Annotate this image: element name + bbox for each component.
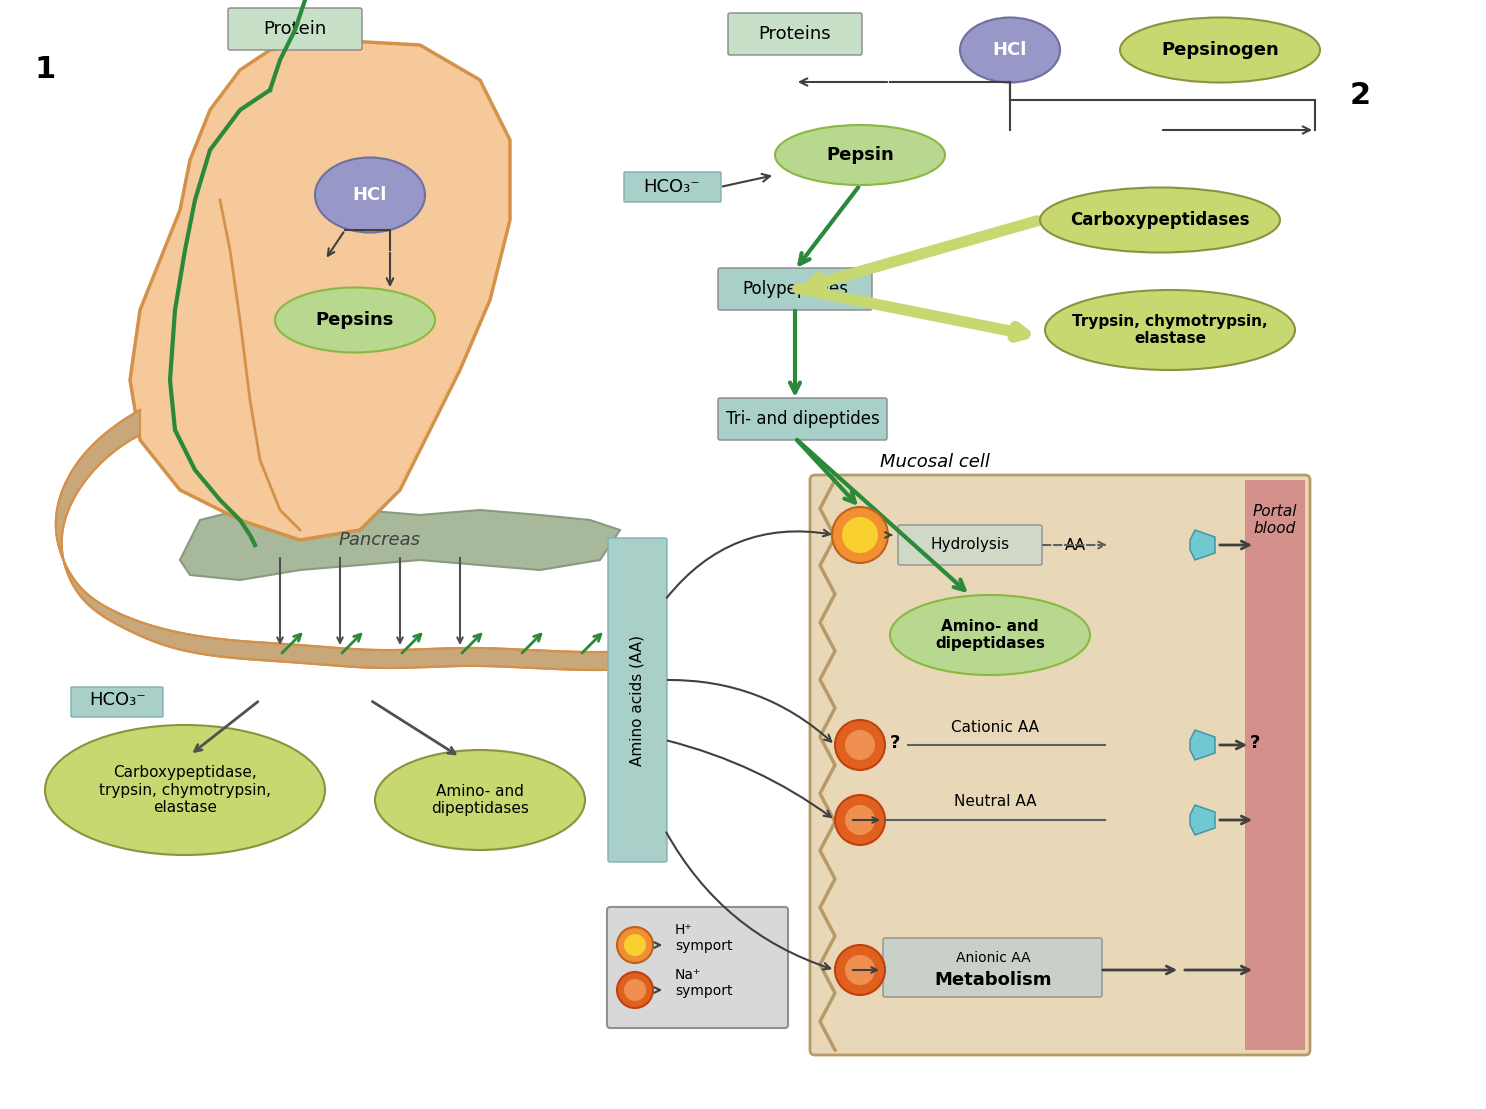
Text: Tri- and dipeptides: Tri- and dipeptides [725, 410, 880, 428]
Ellipse shape [315, 157, 425, 233]
Circle shape [846, 805, 875, 835]
Circle shape [832, 507, 889, 563]
FancyBboxPatch shape [227, 8, 363, 50]
Ellipse shape [45, 725, 325, 855]
FancyBboxPatch shape [606, 907, 788, 1028]
Ellipse shape [374, 750, 585, 849]
Text: Pancreas: Pancreas [339, 531, 421, 549]
FancyBboxPatch shape [728, 13, 862, 55]
Polygon shape [1190, 805, 1216, 835]
Text: Metabolism: Metabolism [935, 971, 1052, 989]
Text: Pepsinogen: Pepsinogen [1161, 41, 1279, 59]
Ellipse shape [1120, 18, 1320, 82]
Polygon shape [1190, 730, 1216, 760]
Text: HCl: HCl [352, 186, 388, 204]
Text: ?: ? [1250, 734, 1260, 752]
Text: ?: ? [890, 734, 901, 752]
Polygon shape [56, 410, 645, 670]
Ellipse shape [776, 125, 945, 185]
Ellipse shape [1040, 187, 1279, 253]
Circle shape [835, 720, 886, 770]
FancyBboxPatch shape [1245, 480, 1305, 1050]
Circle shape [846, 955, 875, 985]
FancyBboxPatch shape [71, 686, 163, 718]
Text: Mucosal cell: Mucosal cell [880, 452, 990, 471]
Ellipse shape [275, 287, 435, 353]
Circle shape [624, 979, 646, 1001]
FancyBboxPatch shape [898, 525, 1042, 564]
Text: H⁺
symport: H⁺ symport [675, 923, 733, 953]
Text: HCO₃⁻: HCO₃⁻ [89, 691, 147, 709]
Text: Proteins: Proteins [759, 26, 831, 43]
Text: Polypeptides: Polypeptides [742, 279, 849, 298]
Ellipse shape [960, 18, 1060, 82]
Circle shape [843, 517, 878, 553]
Text: Carboxypeptidase,
trypsin, chymotrypsin,
elastase: Carboxypeptidase, trypsin, chymotrypsin,… [100, 765, 270, 815]
Text: 1: 1 [36, 55, 56, 84]
Text: HCl: HCl [993, 41, 1027, 59]
FancyBboxPatch shape [810, 475, 1311, 1055]
Ellipse shape [1045, 289, 1294, 370]
Text: Anionic AA: Anionic AA [955, 952, 1030, 965]
Circle shape [624, 934, 646, 956]
Text: Pepsins: Pepsins [317, 311, 394, 329]
Text: Protein: Protein [263, 20, 327, 38]
Text: Pepsin: Pepsin [826, 146, 895, 164]
Text: AA: AA [1064, 538, 1086, 552]
FancyBboxPatch shape [718, 268, 872, 311]
Circle shape [617, 927, 652, 963]
Circle shape [835, 945, 886, 995]
FancyBboxPatch shape [608, 538, 667, 862]
Text: Portal
blood: Portal blood [1253, 503, 1297, 536]
Text: Hydrolysis: Hydrolysis [930, 538, 1009, 552]
Polygon shape [129, 40, 510, 540]
FancyBboxPatch shape [883, 938, 1103, 997]
Text: HCO₃⁻: HCO₃⁻ [643, 179, 700, 196]
Circle shape [835, 795, 886, 845]
Circle shape [846, 730, 875, 760]
Ellipse shape [890, 596, 1091, 675]
Text: 2: 2 [1349, 81, 1372, 110]
Polygon shape [180, 505, 620, 580]
Text: Cationic AA: Cationic AA [951, 720, 1039, 734]
Text: Na⁺
symport: Na⁺ symport [675, 968, 733, 998]
Text: Trypsin, chymotrypsin,
elastase: Trypsin, chymotrypsin, elastase [1073, 314, 1268, 346]
Polygon shape [1190, 530, 1216, 560]
FancyBboxPatch shape [718, 398, 887, 440]
Text: Amino- and
dipeptidases: Amino- and dipeptidases [431, 784, 529, 816]
FancyBboxPatch shape [624, 172, 721, 202]
Text: Neutral AA: Neutral AA [954, 794, 1036, 810]
Text: Amino acids (AA): Amino acids (AA) [630, 634, 645, 765]
Text: Amino- and
dipeptidases: Amino- and dipeptidases [935, 619, 1045, 651]
Text: Carboxypeptidases: Carboxypeptidases [1070, 211, 1250, 228]
Circle shape [617, 971, 652, 1008]
